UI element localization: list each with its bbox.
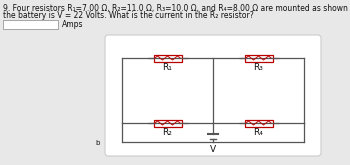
Text: b: b [96, 140, 100, 146]
Bar [245, 119, 273, 127]
Text: R₄: R₄ [253, 128, 264, 137]
Bar [154, 119, 182, 127]
Bar [245, 54, 273, 62]
Text: 9. Four resistors R₁=7.00 Ω, R₂=11.0 Ω, R₃=10.0 Ω, and R₄=8.00 Ω are mounted as : 9. Four resistors R₁=7.00 Ω, R₂=11.0 Ω, … [3, 4, 350, 13]
Text: R₃: R₃ [253, 63, 264, 72]
Text: R₁: R₁ [162, 63, 173, 72]
Bar [154, 54, 182, 62]
Text: R₂: R₂ [162, 128, 173, 137]
Text: Amps: Amps [62, 20, 84, 29]
FancyBboxPatch shape [3, 20, 58, 29]
FancyBboxPatch shape [105, 35, 321, 156]
Text: the battery is V = 22 Volts. What is the current in the R₂ resistor?: the battery is V = 22 Volts. What is the… [3, 11, 254, 20]
Text: V: V [210, 145, 216, 154]
